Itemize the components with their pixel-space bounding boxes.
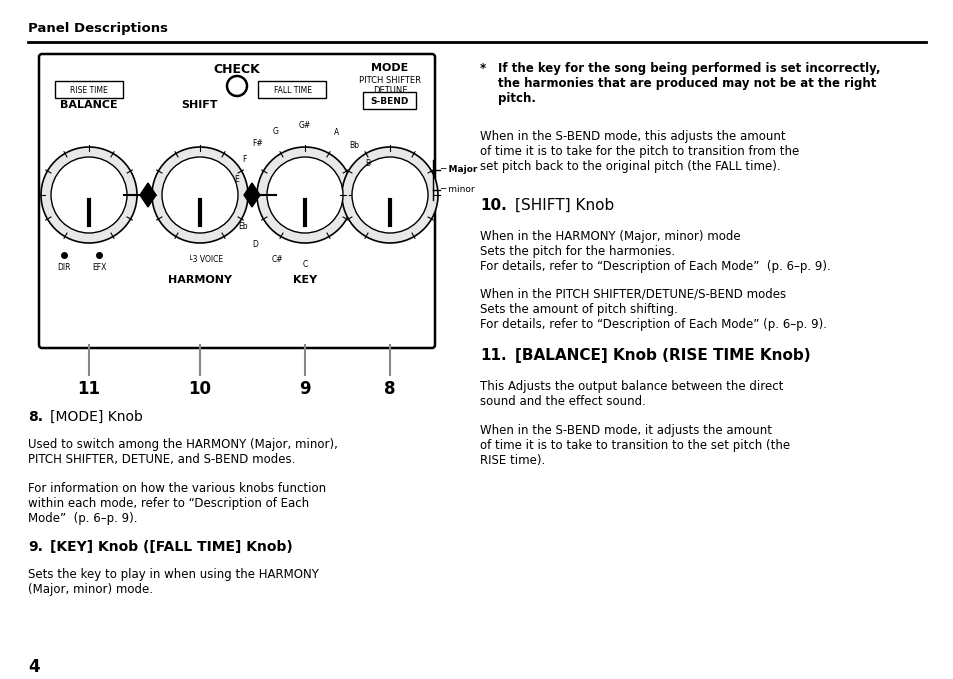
Text: MODE: MODE	[371, 63, 408, 73]
Text: 4: 4	[28, 658, 40, 676]
Text: Used to switch among the HARMONY (Major, minor),
PITCH SHIFTER, DETUNE, and S-BE: Used to switch among the HARMONY (Major,…	[28, 438, 337, 466]
Text: └3 VOICE: └3 VOICE	[188, 255, 223, 264]
Polygon shape	[244, 183, 260, 207]
Text: 8: 8	[384, 380, 395, 398]
Text: E: E	[234, 175, 239, 184]
FancyBboxPatch shape	[258, 81, 326, 98]
Text: RISE TIME: RISE TIME	[71, 86, 108, 95]
Text: [SHIFT] Knob: [SHIFT] Knob	[515, 198, 614, 213]
Text: G: G	[273, 127, 278, 136]
Text: Sets the key to play in when using the HARMONY
(Major, minor) mode.: Sets the key to play in when using the H…	[28, 568, 318, 596]
Text: Bb: Bb	[349, 141, 359, 150]
Text: CHECK: CHECK	[213, 63, 260, 76]
Text: G#: G#	[298, 120, 311, 130]
Text: This Adjusts the output balance between the direct
sound and the effect sound.: This Adjusts the output balance between …	[479, 380, 782, 408]
Text: Eb: Eb	[237, 222, 247, 232]
Text: DETUNE: DETUNE	[373, 86, 407, 95]
Circle shape	[152, 147, 248, 243]
Text: Panel Descriptions: Panel Descriptions	[28, 22, 168, 35]
Text: When in the PITCH SHIFTER/DETUNE/S-BEND modes
Sets the amount of pitch shifting.: When in the PITCH SHIFTER/DETUNE/S-BEND …	[479, 288, 826, 331]
Text: [KEY] Knob ([FALL TIME] Knob): [KEY] Knob ([FALL TIME] Knob)	[50, 540, 293, 554]
Text: FALL TIME: FALL TIME	[274, 86, 312, 95]
Text: F#: F#	[252, 139, 262, 148]
Text: 11.: 11.	[479, 348, 506, 363]
Text: For information on how the various knobs function
within each mode, refer to “De: For information on how the various knobs…	[28, 482, 326, 525]
Text: HARMONY: HARMONY	[168, 275, 232, 285]
Text: SHIFT: SHIFT	[182, 100, 218, 110]
Circle shape	[162, 157, 237, 233]
Text: *: *	[479, 62, 486, 75]
Text: B: B	[364, 159, 370, 168]
Text: F: F	[242, 155, 246, 164]
Text: C: C	[302, 261, 307, 270]
Circle shape	[227, 76, 247, 96]
Text: A: A	[334, 128, 339, 137]
Text: When in the HARMONY (Major, minor) mode
Sets the pitch for the harmonies.
For de: When in the HARMONY (Major, minor) mode …	[479, 230, 830, 273]
Text: 10.: 10.	[479, 198, 506, 213]
FancyBboxPatch shape	[39, 54, 435, 348]
Text: BALANCE: BALANCE	[60, 100, 117, 110]
Text: 10: 10	[189, 380, 212, 398]
Text: KEY: KEY	[293, 275, 316, 285]
Text: 9.: 9.	[28, 540, 43, 554]
Polygon shape	[140, 183, 156, 207]
Text: [BALANCE] Knob (RISE TIME Knob): [BALANCE] Knob (RISE TIME Knob)	[515, 348, 810, 363]
FancyBboxPatch shape	[55, 81, 123, 98]
Circle shape	[51, 157, 127, 233]
Text: When in the S-BEND mode, this adjusts the amount
of time it is to take for the p: When in the S-BEND mode, this adjusts th…	[479, 130, 799, 173]
Text: D: D	[253, 240, 258, 249]
Text: PITCH SHIFTER: PITCH SHIFTER	[358, 76, 420, 85]
Text: ─ Major: ─ Major	[439, 166, 476, 175]
Text: S-BEND: S-BEND	[371, 97, 409, 106]
Circle shape	[41, 147, 137, 243]
Text: When in the S-BEND mode, it adjusts the amount
of time it is to take to transiti: When in the S-BEND mode, it adjusts the …	[479, 424, 789, 467]
Text: ─ minor: ─ minor	[439, 185, 475, 194]
Text: 11: 11	[77, 380, 100, 398]
Text: EFX: EFX	[91, 263, 106, 272]
Text: C#: C#	[272, 255, 283, 264]
Text: [MODE] Knob: [MODE] Knob	[50, 410, 143, 424]
Circle shape	[341, 147, 437, 243]
Circle shape	[267, 157, 343, 233]
Circle shape	[256, 147, 353, 243]
FancyBboxPatch shape	[363, 92, 416, 109]
Circle shape	[352, 157, 428, 233]
Text: 9: 9	[299, 380, 311, 398]
Text: If the key for the song being performed is set incorrectly,
the harmonies that a: If the key for the song being performed …	[497, 62, 880, 105]
Text: 8.: 8.	[28, 410, 43, 424]
Text: DIR: DIR	[57, 263, 71, 272]
